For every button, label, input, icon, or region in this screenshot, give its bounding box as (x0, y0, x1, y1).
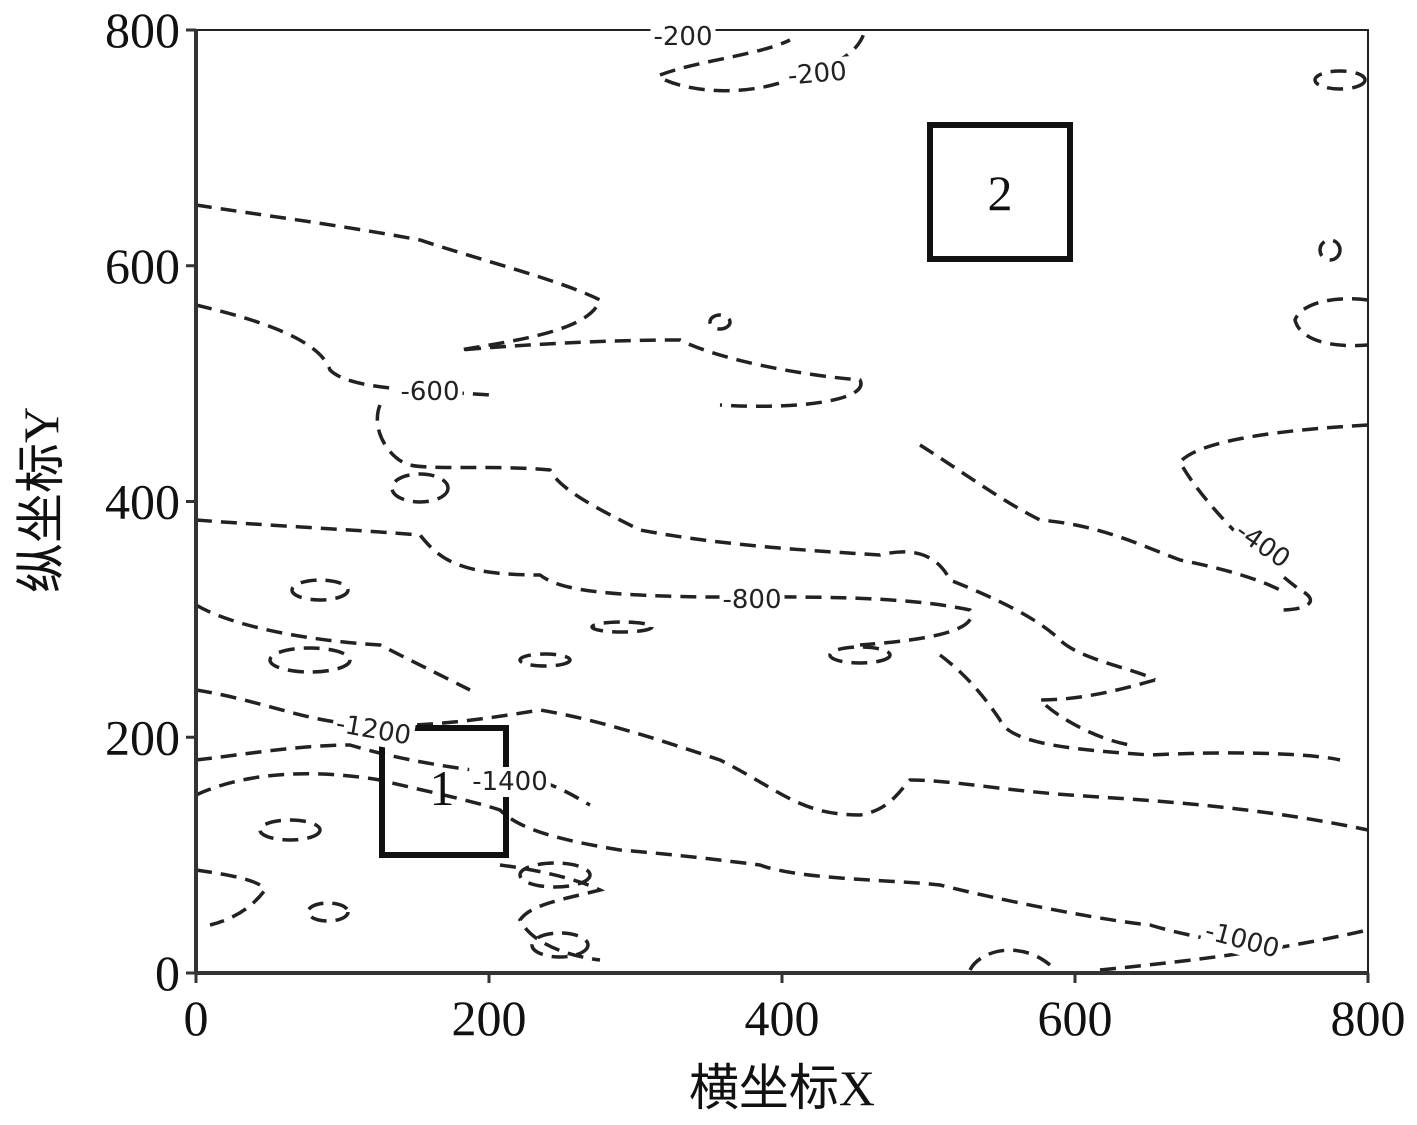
contour-line (195, 203, 863, 408)
contour-label-bg (650, 22, 716, 52)
y-tick-label: 200 (105, 709, 180, 765)
contour-line (708, 313, 732, 331)
contour-line (195, 518, 973, 647)
contour-line (1293, 296, 1369, 348)
contour-label: -800 (722, 585, 781, 615)
contour-line (499, 863, 606, 962)
contour-line (1177, 423, 1369, 612)
contour-label-bg (719, 585, 785, 615)
contour-line (919, 443, 1281, 592)
contour-line (1313, 69, 1367, 91)
contour-line (195, 743, 591, 807)
y-tick-label: 800 (105, 2, 180, 58)
contour-line (590, 620, 654, 634)
contour-line (938, 653, 1341, 762)
x-axis-label: 横坐标X (689, 1060, 875, 1116)
plot-frame (195, 29, 1369, 974)
contour-line (195, 868, 268, 927)
contour-line (306, 901, 350, 923)
x-tick-label: 800 (1331, 990, 1406, 1046)
contour-line (518, 652, 572, 668)
contour-line (518, 861, 592, 889)
contour-label-bg (397, 377, 463, 407)
contour-label: -200 (653, 22, 712, 52)
contour-label-bg (330, 708, 417, 752)
contour-line (530, 931, 590, 959)
contour-line (1318, 238, 1342, 262)
contour-label: -600 (400, 377, 459, 407)
contour-line (195, 688, 1369, 832)
annotation: 2 (988, 165, 1013, 221)
contour-label-bg (1198, 915, 1286, 966)
x-tick-label: 600 (1038, 990, 1113, 1046)
y-tick-label: 0 (155, 945, 180, 1001)
y-axis-label: 纵坐标Y (13, 407, 69, 593)
contour-line (258, 818, 322, 842)
contour-line (195, 303, 1156, 682)
y-tick-label: 600 (105, 238, 180, 294)
contour-line (968, 928, 1369, 972)
contour-line (195, 772, 1281, 952)
contour-label-bg (1227, 514, 1298, 577)
contour-line (1035, 678, 1156, 747)
x-tick-label: 400 (745, 990, 820, 1046)
contour-lines (195, 29, 1369, 972)
annotation: 1 (430, 760, 455, 816)
contour-label-bg (469, 767, 551, 797)
y-tick-label: 400 (105, 474, 180, 530)
x-tick-label: 0 (184, 990, 209, 1046)
contour-line (390, 472, 450, 504)
contour-line (290, 578, 350, 602)
x-tick-label: 200 (452, 990, 527, 1046)
contour-line (828, 645, 892, 665)
contour-line (195, 603, 471, 692)
contour-label: -1400 (472, 767, 548, 797)
contour-label-bg (783, 56, 851, 92)
annotation-box (927, 122, 1073, 262)
contour-label: -200 (787, 57, 848, 92)
contour-line (268, 646, 352, 674)
